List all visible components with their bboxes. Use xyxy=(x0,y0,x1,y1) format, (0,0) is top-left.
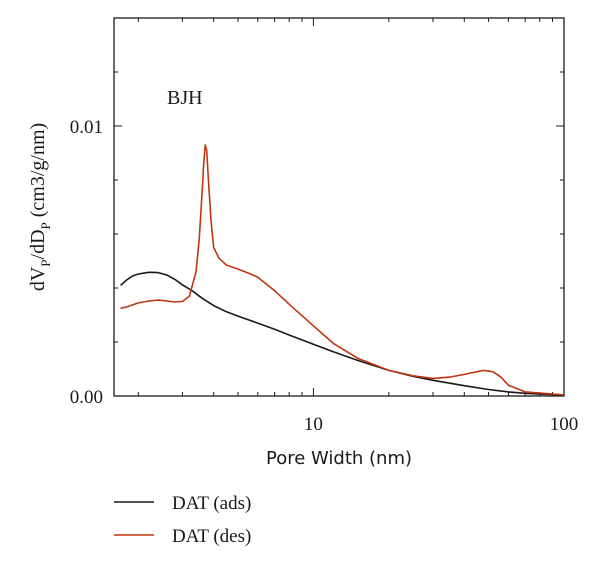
series-group xyxy=(120,144,565,396)
series-line-des xyxy=(120,144,565,396)
tick-group: 10 100 0.00 0.01 xyxy=(70,17,579,435)
plot-frame xyxy=(113,17,565,397)
legend-label-ads: DAT (ads) xyxy=(172,493,251,514)
annotation-bjh: BJH xyxy=(167,87,203,109)
x-tick-label: 10 xyxy=(304,414,323,435)
legend-label-des: DAT (des) xyxy=(172,526,251,547)
y-label-sub1: P xyxy=(38,259,53,266)
y-tick-label: 0.01 xyxy=(70,117,103,138)
x-axis-label: Pore Width (nm) xyxy=(266,448,412,469)
y-label-mid: /dD xyxy=(27,229,49,259)
y-label-tail: (cm3/g/nm) xyxy=(27,123,49,222)
y-axis-label: dVP/dDP (cm3/g/nm) xyxy=(27,123,53,291)
y-label-base: dV xyxy=(27,266,49,291)
y-label-sub2: P xyxy=(38,222,53,229)
x-tick-label: 100 xyxy=(550,414,579,435)
y-tick-label: 0.00 xyxy=(70,387,103,408)
series-line-ads xyxy=(120,271,565,396)
legend: DAT (ads) DAT (des) xyxy=(114,493,251,547)
